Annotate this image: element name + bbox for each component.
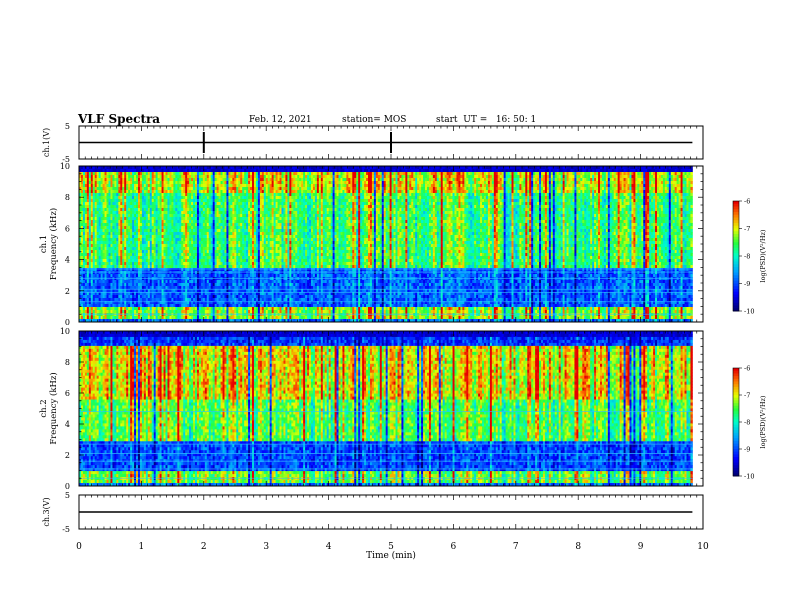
colorbar-tick-label: -8 (744, 253, 750, 261)
spectrogram-y-axis-label: Frequency (kHz) (48, 372, 59, 444)
ch1-y-axis-label: ch.1(V) (42, 128, 51, 157)
colorbar-tick-label: -6 (744, 198, 750, 206)
colorbar-tick-label: -8 (744, 419, 750, 427)
ch2-colorbar: -6 -7 -8 -9 -10 log(PSD)(V²/Hz) (733, 365, 767, 481)
y-tick-label: 6 (65, 389, 70, 398)
y-tick-label: 0 (65, 318, 70, 327)
y-tick-label: 4 (65, 256, 70, 265)
colorbar-tick-label: -7 (744, 392, 750, 400)
x-tick-label: 2 (201, 542, 207, 552)
spectrogram-y-axis-label: Frequency (kHz) (48, 208, 59, 280)
x-tick-label: 7 (513, 542, 519, 552)
x-tick-label: 10 (697, 542, 709, 552)
y-tick-label: 2 (65, 451, 70, 460)
spectrogram-y-axis-label: ch.2 (39, 399, 49, 417)
x-axis-label: Time (min) (366, 550, 416, 561)
ch3-y-axis-label: ch.3(V) (42, 497, 51, 526)
y-tick-label: 6 (65, 224, 70, 233)
colorbar-tick-label: -10 (744, 308, 754, 316)
y-tick-label: 0 (65, 482, 70, 491)
colorbar-tick-label: -9 (744, 280, 750, 288)
colorbar-tick-label: -7 (744, 225, 750, 233)
ch1-spectrogram-image (79, 166, 693, 322)
y-tick-label: 4 (65, 420, 70, 429)
ch1-colorbar: -6 -7 -8 -9 -10 log(PSD)(V²/Hz) (733, 198, 767, 316)
x-tick-label: 3 (263, 542, 269, 552)
colorbar-label: log(PSD)(V²/Hz) (759, 229, 767, 282)
x-tick-label: 9 (638, 542, 644, 552)
y-tick-label: -5 (62, 525, 70, 534)
x-tick-label: 4 (326, 542, 332, 552)
spectrogram-y-axis-label: ch.1 (39, 235, 49, 253)
x-tick-label: 6 (451, 542, 457, 552)
y-tick-label: 5 (65, 491, 70, 500)
colorbars: -6 -7 -8 -9 -10 log(PSD)(V²/Hz) -6 -7 -8 -9 -10 log… (733, 198, 767, 481)
colorbar-tick-label: -10 (744, 473, 754, 481)
y-tick-label: 8 (65, 358, 70, 367)
colorbar-tick-label: -6 (744, 365, 750, 373)
y-tick-label: 2 (65, 287, 70, 296)
colorbar-label: log(PSD)(V²/Hz) (759, 395, 767, 448)
colorbar-tick-label: -9 (744, 446, 750, 454)
x-tick-label: 1 (139, 542, 145, 552)
y-tick-label: 5 (65, 122, 70, 131)
y-tick-label: 10 (60, 327, 70, 336)
y-tick-label: 8 (65, 193, 70, 202)
ch2-spectrogram-image (79, 331, 693, 486)
x-tick-label: 0 (76, 542, 82, 552)
x-tick-label: 8 (575, 542, 581, 552)
y-tick-label: 10 (60, 162, 70, 171)
